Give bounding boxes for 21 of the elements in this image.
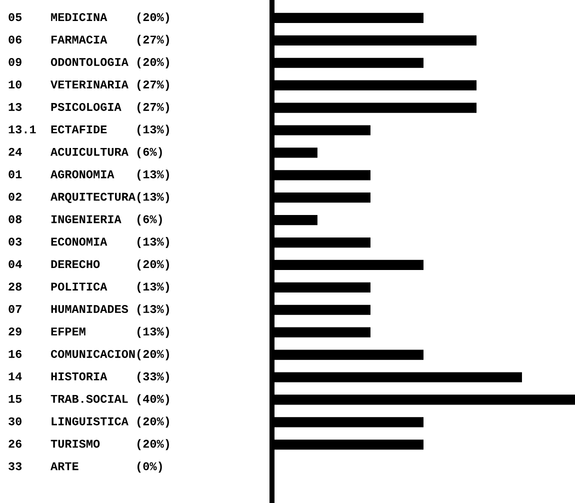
y-tick-label: 13.1 ECTAFIDE (13%)	[8, 124, 169, 136]
y-tick-label: 30 LINGUISTICA (20%)	[8, 416, 169, 428]
y-tick-label: 08 INGENIERIA (6%)	[8, 214, 162, 226]
y-tick-label: 04 DERECHO (20%)	[8, 259, 169, 270]
y-tick-label: 16 COMUNICACION(20%)	[8, 349, 169, 360]
y-tick-label: 05 MEDICINA (20%)	[8, 12, 169, 24]
y-tick-label: 26 TURISMO (20%)	[8, 439, 169, 450]
y-tick-label: 29 EFPEM (13%)	[8, 326, 169, 338]
y-tick-label: 14 HISTORIA (33%)	[8, 372, 169, 383]
y-tick-label: 33 ARTE (0%)	[8, 462, 162, 473]
y-tick-label: 01 AGRONOMIA (13%)	[8, 170, 169, 181]
y-tick-label: 02 ARQUITECTURA(13%)	[8, 192, 169, 204]
y-tick-label: 15 TRAB.SOCIAL (40%)	[8, 394, 169, 406]
y-tick-label: 09 ODONTOLOGIA (20%)	[8, 57, 169, 68]
y-tick-label: 13 PSICOLOGIA (27%)	[8, 102, 169, 114]
y-tick-label: 24 ACUICULTURA (6%)	[8, 147, 162, 158]
y-tick-label: 10 VETERINARIA (27%)	[8, 80, 169, 91]
y-tick-label: 03 ECONOMIA (13%)	[8, 237, 169, 248]
y-tick-label: 28 POLITICA (13%)	[8, 282, 169, 293]
y-tick-label: 06 FARMACIA (27%)	[8, 34, 169, 46]
y-tick-label: 07 HUMANIDADES (13%)	[8, 304, 169, 316]
